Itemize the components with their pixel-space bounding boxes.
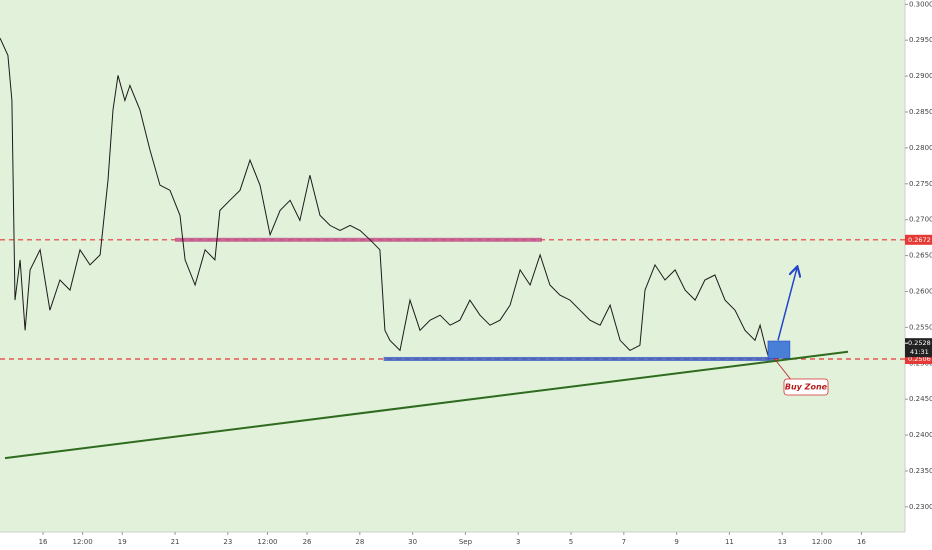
plot-background: [0, 0, 905, 532]
callout-box: [783, 378, 829, 396]
price-tag-label: 0.2672: [908, 236, 931, 244]
price-axis: [905, 0, 932, 550]
x-tick-label: 30: [408, 538, 417, 546]
price-line: [0, 37, 769, 356]
x-tick-label: 16: [39, 538, 48, 546]
x-tick-label: 9: [674, 538, 678, 546]
time-axis: [0, 532, 905, 550]
current-price-tag: [905, 338, 932, 358]
y-tick-label: 0.2750: [909, 180, 932, 188]
x-tick-label: 23: [223, 538, 232, 546]
y-tick-label: 0.3000: [909, 0, 932, 8]
current-price-label: 0.2528: [908, 339, 931, 347]
y-tick-label: 0.2800: [909, 144, 932, 152]
x-tick-label: 12:00: [73, 538, 93, 546]
x-tick-label: 21: [171, 538, 180, 546]
price-tag-label: 0.2506: [908, 355, 931, 363]
y-tick-label: 0.2650: [909, 252, 932, 260]
buy-box: [767, 340, 791, 359]
x-tick-label: 11: [725, 538, 734, 546]
price-tag: [905, 234, 932, 245]
y-tick-label: 0.2300: [909, 503, 932, 511]
y-tick-label: 0.2350: [909, 467, 932, 475]
trendline: [4, 350, 849, 460]
y-tick-label: 0.2700: [909, 216, 932, 224]
y-tick-label: 0.2450: [909, 395, 932, 403]
x-tick-label: 12:00: [812, 538, 832, 546]
y-tick-label: 0.2900: [909, 72, 932, 80]
x-tick-label: 26: [303, 538, 312, 546]
callout-pointer: [773, 358, 793, 382]
callout-text: Buy Zone: [785, 382, 828, 391]
x-tick-label: 12:00: [257, 538, 277, 546]
x-tick-label: Sep: [459, 538, 473, 546]
zone: [383, 356, 775, 361]
y-tick-label: 0.2600: [909, 287, 932, 295]
price-tag: [905, 353, 932, 364]
x-tick-label: 19: [118, 538, 127, 546]
x-tick-label: 13: [778, 538, 787, 546]
y-tick-label: 0.2950: [909, 36, 932, 44]
x-tick-label: 28: [355, 538, 364, 546]
x-tick-label: 7: [622, 538, 626, 546]
x-tick-label: 3: [516, 538, 520, 546]
y-tick-label: 0.2850: [909, 108, 932, 116]
countdown-label: 41:31: [910, 348, 929, 356]
x-tick-label: 16: [857, 538, 866, 546]
y-tick-label: 0.2400: [909, 431, 932, 439]
zone: [175, 237, 542, 242]
arrow: [777, 268, 797, 341]
y-tick-label: 0.2550: [909, 323, 932, 331]
x-tick-label: 5: [569, 538, 573, 546]
